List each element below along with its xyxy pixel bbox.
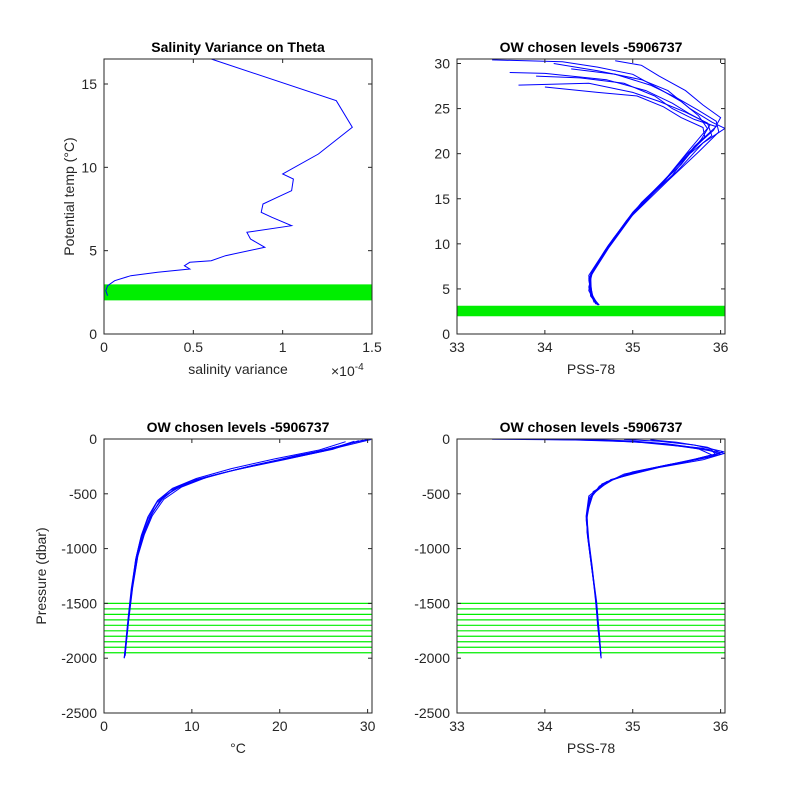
x-tick-label: 1 <box>279 339 287 355</box>
x-axis-exponent: ×10-4 <box>331 362 364 379</box>
y-tick-label: 15 <box>81 76 97 92</box>
y-tick-label: -1500 <box>61 595 97 611</box>
chart-panel-2: 33 34 35 36 0 5 10 15 20 25 30 OW chosen levels -59… <box>434 39 728 377</box>
profile-line-6 <box>544 439 714 659</box>
plot-content <box>457 439 725 659</box>
chart-title: Salinity Variance on Theta <box>151 39 325 55</box>
x-tick-label: 36 <box>713 718 729 734</box>
y-tick-label: 5 <box>442 281 450 297</box>
y-tick-label: -2000 <box>61 650 97 666</box>
profile-line-6 <box>509 72 711 303</box>
chart-title: OW chosen levels -5906737 <box>147 419 330 435</box>
x-tick-label: 35 <box>625 718 641 734</box>
y-tick-label: -1000 <box>61 541 97 557</box>
x-tick-label: 33 <box>449 718 465 734</box>
x-axis-label: salinity variance <box>188 361 288 377</box>
x-tick-label: 34 <box>537 339 553 355</box>
y-tick-label: -2000 <box>414 650 450 666</box>
y-tick-label: -2500 <box>414 705 450 721</box>
chart-title: OW chosen levels -5906737 <box>500 39 683 55</box>
chart-panel-3: 0 10 20 30 -2500 -2000 -1500 -1000 -500 0 OW chose… <box>33 419 376 756</box>
plot-content <box>104 59 372 301</box>
axes-box <box>103 438 373 714</box>
y-tick-label: 20 <box>434 146 450 162</box>
y-tick-label: -500 <box>69 486 97 502</box>
x-tick-label: 20 <box>272 718 288 734</box>
axes-box <box>456 58 726 335</box>
chart-panel-1: 0 0.5 1 1.5 0 5 10 15 Salinity Variance on Theta… <box>61 39 382 379</box>
profile-line-1 <box>105 59 353 296</box>
y-tick-label: -1500 <box>414 595 450 611</box>
x-tick-label: 35 <box>625 339 641 355</box>
y-tick-label: 15 <box>434 191 450 207</box>
y-tick-label: -1000 <box>414 541 450 557</box>
x-axis-label: PSS-78 <box>567 361 615 377</box>
chart-title: OW chosen levels -5906737 <box>500 419 683 435</box>
y-axis-label: Pressure (dbar) <box>33 527 49 624</box>
y-tick-label: 10 <box>434 236 450 252</box>
x-tick-label: 33 <box>449 339 465 355</box>
y-tick-label: 5 <box>89 243 97 259</box>
x-tick-label: 0 <box>100 339 108 355</box>
x-tick-label: 0 <box>100 718 108 734</box>
axes-box <box>456 438 726 714</box>
axes-box <box>103 58 373 335</box>
profile-line-8 <box>544 86 706 305</box>
y-tick-label: 0 <box>89 326 97 342</box>
y-tick-label: 30 <box>434 56 450 72</box>
plot-content <box>104 439 372 659</box>
chart-panel-4: 33 34 35 36 -2500 -2000 -1500 -1000 -500 0 OW chos… <box>414 419 728 756</box>
x-tick-label: 1.5 <box>362 339 382 355</box>
x-tick-label: 30 <box>360 718 376 734</box>
y-tick-label: -2500 <box>61 705 97 721</box>
profile-line-5 <box>124 440 359 655</box>
y-tick-label: 0 <box>442 431 450 447</box>
x-axis-label: PSS-78 <box>567 740 615 756</box>
plot-area <box>457 439 725 713</box>
y-tick-label: 0 <box>442 326 450 342</box>
plot-area <box>104 439 372 713</box>
y-tick-label: 0 <box>89 431 97 447</box>
y-tick-label: -500 <box>422 486 450 502</box>
y-tick-label: 10 <box>81 159 97 175</box>
y-tick-label: 25 <box>434 101 450 117</box>
x-axis-label: °C <box>230 740 246 756</box>
x-tick-label: 36 <box>713 339 729 355</box>
y-axis-label: Potential temp (°C) <box>61 137 77 255</box>
x-tick-label: 10 <box>184 718 200 734</box>
plot-content <box>457 59 725 317</box>
profile-line-6 <box>123 441 346 659</box>
x-tick-label: 0.5 <box>184 339 204 355</box>
x-tick-label: 34 <box>537 718 553 734</box>
